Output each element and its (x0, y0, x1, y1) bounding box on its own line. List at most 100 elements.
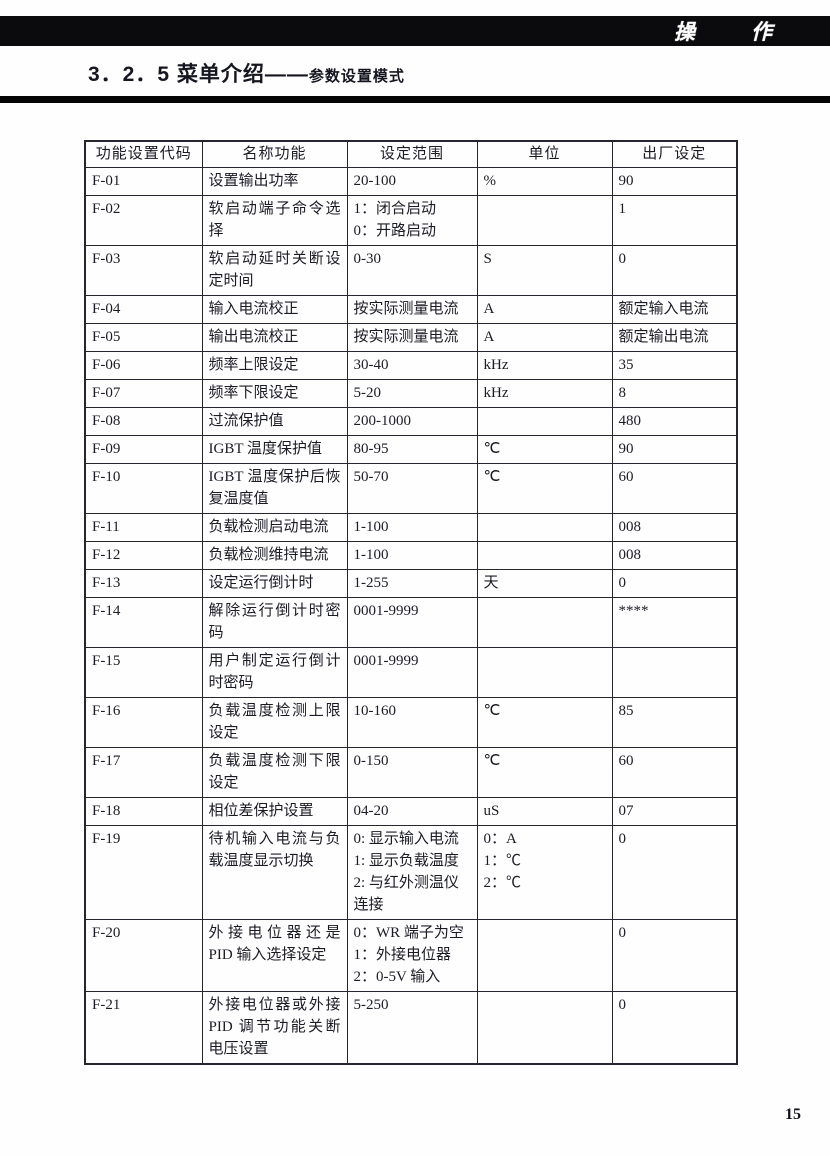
column-header-default: 出厂设定 (611, 140, 738, 168)
cell-unit (476, 647, 613, 698)
cell-setting-range: 10-160 (346, 697, 478, 748)
page-number: 15 (785, 1106, 801, 1123)
cell-function-code: F-19 (84, 825, 203, 920)
cell-unit: ℃ (476, 747, 613, 798)
section-title: 3．2．5 菜单介绍—— 参数设置模式 (88, 58, 405, 88)
column-header-name: 名称功能 (201, 140, 348, 168)
cell-unit (476, 597, 613, 648)
chapter-char-2: 作 (751, 21, 772, 44)
cell-function-name: 解除运行倒计时密码 (201, 597, 348, 648)
cell-setting-range: 50-70 (346, 463, 478, 514)
cell-factory-default: 0 (611, 245, 738, 296)
cell-unit (476, 919, 613, 992)
cell-factory-default: 60 (611, 463, 738, 514)
cell-setting-range: 30-40 (346, 351, 478, 380)
table-row: F-01 设置输出功率 20-100 % 90 (84, 167, 738, 196)
cell-function-name: 负载检测启动电流 (201, 513, 348, 542)
cell-setting-range: 0001-9999 (346, 597, 478, 648)
cell-factory-default: 85 (611, 697, 738, 748)
param-table-body: F-01 设置输出功率 20-100 % 90 F-02 软启动端子命令选择 1… (84, 167, 738, 1065)
cell-function-name: 负载检测维持电流 (201, 541, 348, 570)
table-row: F-20 外接电位器还是 PID 输入选择设定 0：WR 端子为空 1：外接电位… (84, 919, 738, 992)
cell-unit (476, 513, 613, 542)
cell-setting-range: 按实际测量电流 (346, 295, 478, 324)
cell-factory-default: 90 (611, 435, 738, 464)
table-row: F-05 输出电流校正 按实际测量电流 A 额定输出电流 (84, 323, 738, 352)
cell-function-code: F-08 (84, 407, 203, 436)
chapter-header-bar: 操 作 (0, 16, 830, 46)
cell-function-name: IGBT 温度保护后恢复温度值 (201, 463, 348, 514)
cell-factory-default: 90 (611, 167, 738, 196)
cell-setting-range: 0001-9999 (346, 647, 478, 698)
cell-setting-range: 1：闭合启动 0：开路启动 (346, 195, 478, 246)
cell-factory-default: 额定输出电流 (611, 323, 738, 352)
cell-unit (476, 195, 613, 246)
table-row: F-06 频率上限设定 30-40 kHz 35 (84, 351, 738, 380)
cell-function-name: 软启动延时关断设定时间 (201, 245, 348, 296)
table-row: F-02 软启动端子命令选择 1：闭合启动 0：开路启动 1 (84, 195, 738, 246)
cell-unit (476, 541, 613, 570)
cell-setting-range: 5-250 (346, 991, 478, 1065)
cell-setting-range: 1-255 (346, 569, 478, 598)
cell-function-code: F-09 (84, 435, 203, 464)
column-header-unit: 单位 (476, 140, 613, 168)
cell-function-code: F-01 (84, 167, 203, 196)
cell-setting-range: 04-20 (346, 797, 478, 826)
cell-factory-default: 35 (611, 351, 738, 380)
cell-function-code: F-02 (84, 195, 203, 246)
cell-setting-range: 5-20 (346, 379, 478, 408)
cell-factory-default: **** (611, 597, 738, 648)
cell-factory-default: 0 (611, 991, 738, 1065)
cell-unit: A (476, 323, 613, 352)
cell-function-name: 负载温度检测下限设定 (201, 747, 348, 798)
cell-factory-default: 0 (611, 825, 738, 920)
table-row: F-16 负载温度检测上限设定 10-160 ℃ 85 (84, 697, 738, 748)
cell-unit: ℃ (476, 463, 613, 514)
table-row: F-10 IGBT 温度保护后恢复温度值 50-70 ℃ 60 (84, 463, 738, 514)
cell-setting-range: 1-100 (346, 513, 478, 542)
cell-factory-default: 额定输入电流 (611, 295, 738, 324)
column-header-code: 功能设置代码 (84, 140, 203, 168)
table-row: F-17 负载温度检测下限设定 0-150 ℃ 60 (84, 747, 738, 798)
cell-factory-default: 8 (611, 379, 738, 408)
cell-setting-range: 0-150 (346, 747, 478, 798)
cell-function-code: F-14 (84, 597, 203, 648)
cell-function-code: F-18 (84, 797, 203, 826)
table-row: F-09 IGBT 温度保护值 80-95 ℃ 90 (84, 435, 738, 464)
chapter-char-1: 操 (674, 21, 695, 44)
cell-function-name: 软启动端子命令选择 (201, 195, 348, 246)
table-row: F-07 频率下限设定 5-20 kHz 8 (84, 379, 738, 408)
cell-setting-range: 按实际测量电流 (346, 323, 478, 352)
table-header-row: 功能设置代码 名称功能 设定范围 单位 出厂设定 (84, 140, 738, 168)
table-row: F-21 外接电位器或外接 PID 调节功能关断电压设置 5-250 0 (84, 991, 738, 1065)
table-row: F-11 负载检测启动电流 1-100 008 (84, 513, 738, 542)
cell-factory-default: 480 (611, 407, 738, 436)
cell-factory-default: 008 (611, 513, 738, 542)
cell-unit: ℃ (476, 697, 613, 748)
cell-function-code: F-16 (84, 697, 203, 748)
table-row: F-03 软启动延时关断设定时间 0-30 S 0 (84, 245, 738, 296)
cell-setting-range: 1-100 (346, 541, 478, 570)
cell-function-code: F-04 (84, 295, 203, 324)
cell-function-name: 设定运行倒计时 (201, 569, 348, 598)
table-row: F-18 相位差保护设置 04-20 uS 07 (84, 797, 738, 826)
cell-unit (476, 991, 613, 1065)
table-row: F-08 过流保护值 200-1000 480 (84, 407, 738, 436)
cell-setting-range: 200-1000 (346, 407, 478, 436)
cell-unit (476, 407, 613, 436)
table-row: F-12 负载检测维持电流 1-100 008 (84, 541, 738, 570)
cell-function-name: 相位差保护设置 (201, 797, 348, 826)
cell-unit: % (476, 167, 613, 196)
cell-function-name: 负载温度检测上限设定 (201, 697, 348, 748)
cell-function-name: 用户制定运行倒计时密码 (201, 647, 348, 698)
cell-unit: A (476, 295, 613, 324)
cell-function-name: 输入电流校正 (201, 295, 348, 324)
cell-function-code: F-20 (84, 919, 203, 992)
cell-unit: kHz (476, 379, 613, 408)
cell-factory-default: 0 (611, 919, 738, 992)
table-row: F-14 解除运行倒计时密码 0001-9999 **** (84, 597, 738, 648)
section-title-main: 3．2．5 菜单介绍—— (88, 63, 309, 86)
cell-unit: kHz (476, 351, 613, 380)
table-row: F-15 用户制定运行倒计时密码 0001-9999 (84, 647, 738, 698)
